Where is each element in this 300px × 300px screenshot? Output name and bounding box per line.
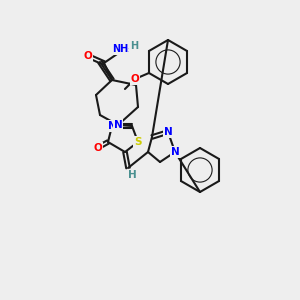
Text: O: O — [94, 143, 102, 153]
Text: NH₂: NH₂ — [112, 44, 132, 54]
Text: N: N — [114, 120, 122, 130]
Text: O: O — [84, 51, 92, 61]
Text: H: H — [128, 170, 136, 180]
Text: N: N — [108, 121, 116, 131]
Text: S: S — [134, 137, 142, 147]
Text: N: N — [164, 127, 172, 137]
Text: N: N — [171, 147, 179, 157]
Text: H: H — [130, 41, 138, 51]
Text: O: O — [130, 74, 139, 84]
